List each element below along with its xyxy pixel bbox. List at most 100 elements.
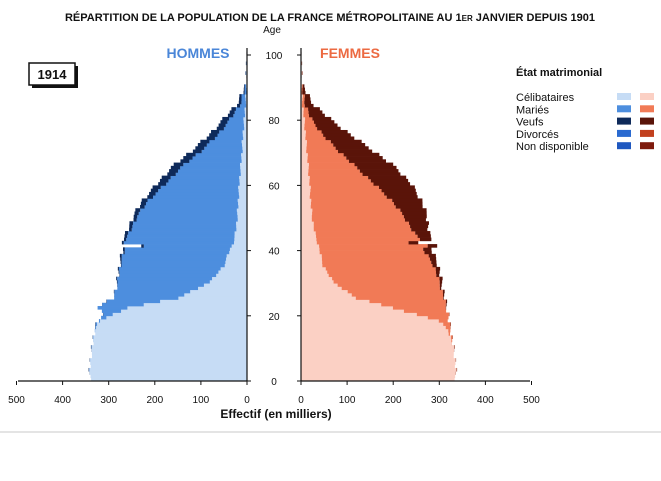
women-bar-single-age-24 — [301, 300, 369, 304]
women-bar-widowed-age-44 — [418, 234, 431, 238]
men-bar-widowed-age-67 — [180, 159, 189, 163]
women-x-tick-label: 400 — [477, 395, 494, 406]
men-bar-married-age-75 — [218, 133, 243, 137]
women-bar-single-age-60 — [301, 182, 309, 186]
women-x-tick-label: 100 — [339, 395, 356, 406]
women-bar-widowed-age-34 — [436, 267, 440, 271]
men-bar-widowed-age-80 — [222, 117, 229, 121]
men-bar-widowed-age-37 — [120, 257, 121, 261]
men-bar-single-age-10 — [92, 345, 247, 349]
women-bar-widowed-age-54 — [394, 202, 423, 206]
women-bar-widowed-age-29 — [440, 283, 442, 287]
women-bar-married-age-65 — [309, 166, 358, 170]
women-bar-married-age-29 — [338, 283, 440, 287]
men-bar-widowed-age-58 — [151, 189, 158, 193]
men-bar-widowed-age-64 — [169, 169, 178, 173]
women-bar-widowed-age-84 — [305, 104, 314, 108]
women-bar-widowed-age-37 — [430, 257, 436, 261]
men-bar-single-age-9 — [92, 348, 247, 352]
men-bar-widowed-age-79 — [220, 120, 227, 124]
men-bar-single-age-17 — [97, 322, 247, 326]
men-bar-married-age-68 — [193, 156, 242, 160]
men-bar-widowed-age-60 — [158, 182, 166, 186]
women-bar-married-age-14 — [449, 332, 450, 336]
women-bar-widowed-age-90 — [303, 84, 305, 88]
axes — [18, 48, 530, 381]
men-bar-single-age-71 — [242, 146, 247, 150]
men-bar-single-age-18 — [100, 319, 247, 323]
men-bar-single-age-6 — [90, 358, 247, 362]
women-bar-married-age-18 — [439, 319, 448, 323]
women-bar-widowed-age-36 — [431, 260, 436, 264]
women-bar-widowed-age-88 — [302, 91, 305, 95]
women-bar-single-age-7 — [301, 355, 454, 359]
men-bar-single-age-28 — [198, 286, 247, 290]
men-bar-single-age-21 — [121, 309, 247, 313]
women-bar-married-age-81 — [303, 114, 309, 118]
women-bar-widowed-age-69 — [344, 153, 380, 157]
men-bar-widowed-age-42 — [122, 241, 124, 245]
men-bar-married-age-51 — [139, 211, 238, 215]
women-bar-single-age-4 — [301, 365, 455, 369]
men-bar-single-age-55 — [238, 198, 247, 202]
women-bar-married-age-50 — [312, 215, 404, 219]
legend-swatch-men — [617, 93, 631, 100]
women-bar-widowed-age-67 — [349, 159, 386, 163]
men-bar-married-age-67 — [189, 159, 241, 163]
women-bar-single-age-19 — [301, 316, 428, 320]
men-bar-single-age-19 — [106, 316, 247, 320]
women-bar-single-age-17 — [301, 322, 443, 326]
men-bar-married-age-58 — [158, 189, 238, 193]
women-bar-single-age-51 — [301, 211, 312, 215]
women-bar-single-age-38 — [301, 254, 322, 258]
men-bar-married-age-45 — [128, 231, 234, 235]
women-bar-single-age-9 — [301, 348, 454, 352]
women-bar-widowed-age-52 — [400, 208, 426, 212]
women-bar-married-age-38 — [322, 254, 429, 258]
legend-swatch-women — [640, 142, 654, 149]
women-bar-married-age-90 — [302, 84, 303, 88]
women-bar-single-age-54 — [301, 202, 311, 206]
women-bar-married-age-32 — [329, 273, 437, 277]
women-bar-widowed-age-65 — [357, 166, 396, 170]
men-bar-married-age-74 — [215, 137, 243, 141]
men-bar-widowed-age-38 — [120, 254, 122, 258]
legend-swatch-men — [617, 118, 631, 125]
men-bar-married-age-46 — [132, 228, 237, 232]
legend-swatch-women — [640, 130, 654, 137]
men-bar-married-age-86 — [242, 97, 246, 101]
men-bar-single-age-36 — [225, 260, 247, 264]
men-bar-married-age-35 — [121, 264, 224, 268]
women-bar-married-age-76 — [306, 130, 322, 134]
men-bar-married-age-19 — [101, 316, 106, 320]
men-bar-single-age-32 — [216, 273, 247, 277]
women-bar-single-age-39 — [301, 251, 320, 255]
women-bar-widowed-age-82 — [309, 110, 323, 114]
women-bar-single-age-68 — [301, 156, 308, 160]
women-bar-married-age-51 — [312, 211, 402, 215]
women-bar-widowed-age-28 — [440, 286, 441, 290]
age-tick-label: 40 — [268, 247, 280, 258]
men-bar-widowed-age-39 — [123, 251, 124, 255]
men-bar-widowed-age-69 — [186, 153, 196, 157]
men-bar-widowed-age-63 — [167, 172, 175, 176]
men-bar-single-age-12 — [93, 339, 247, 343]
men-bar-married-age-38 — [122, 254, 227, 258]
women-bar-widowed-age-56 — [387, 195, 418, 199]
men-bars — [89, 52, 247, 382]
men-bar-single-age-40 — [230, 247, 247, 251]
legend-label: Non disponible — [516, 141, 589, 153]
women-bar-married-age-63 — [308, 172, 362, 176]
women-bar-married-age-55 — [311, 198, 392, 202]
women-bar-widowed-age-83 — [308, 107, 320, 111]
x-axis-label: Effectif (en milliers) — [220, 407, 331, 421]
women-bar-married-age-43 — [316, 238, 420, 242]
women-bar-widowed-age-31 — [439, 277, 442, 281]
women-bar-single-age-70 — [301, 150, 306, 154]
women-bar-married-age-53 — [311, 205, 396, 209]
women-bar-married-age-83 — [304, 107, 308, 111]
men-bar-married-age-48 — [133, 221, 236, 225]
women-bar-single-age-80 — [301, 117, 305, 121]
women-bar-widowed-age-76 — [322, 130, 348, 134]
